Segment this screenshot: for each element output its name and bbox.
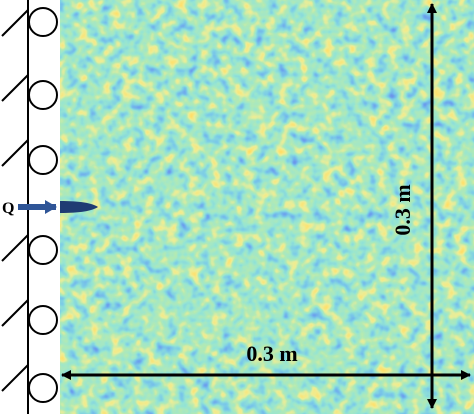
load-label: Q bbox=[2, 200, 14, 217]
random-field bbox=[60, 0, 474, 414]
crack bbox=[60, 201, 98, 213]
width-label: 0.3 m bbox=[246, 341, 297, 366]
height-label: 0.3 m bbox=[390, 184, 415, 235]
wall bbox=[1, 0, 58, 414]
